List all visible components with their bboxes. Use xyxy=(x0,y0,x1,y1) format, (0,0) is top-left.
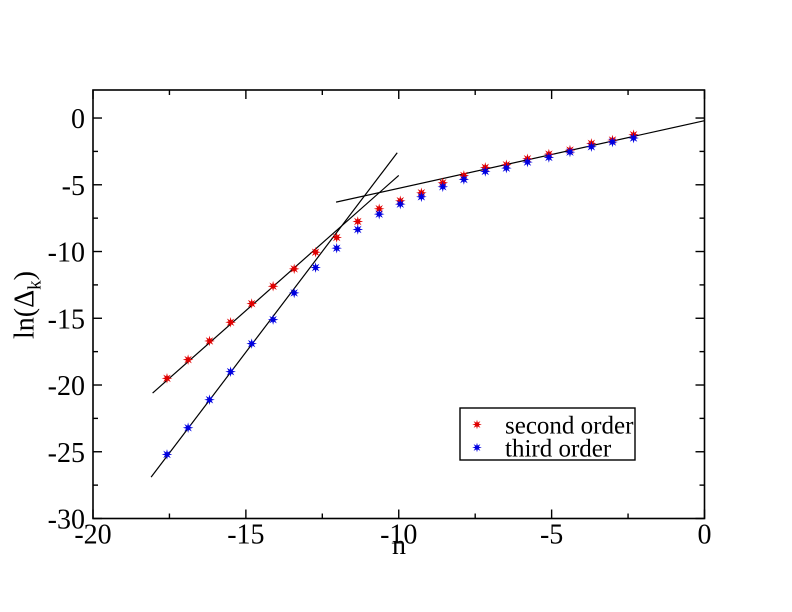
data-point-third-order xyxy=(586,141,597,153)
data-point-third-order xyxy=(246,338,257,349)
data-point-third-order xyxy=(182,422,194,434)
y-tick-label: -25 xyxy=(48,438,85,469)
y-axis-title: ln(Δk) xyxy=(9,271,46,339)
data-point-third-order xyxy=(479,166,491,177)
y-tick-label: -5 xyxy=(62,171,85,202)
data-point-third-order xyxy=(564,146,576,158)
data-point-third-order xyxy=(628,132,639,144)
data-point-second-order xyxy=(352,216,364,227)
y-axis-title-text: ln(Δ xyxy=(9,289,41,339)
data-point-third-order xyxy=(161,449,173,460)
data-point-third-order xyxy=(522,156,533,168)
data-point-second-order xyxy=(246,298,257,309)
data-point-third-order xyxy=(225,366,236,377)
y-tick-label: -15 xyxy=(48,304,85,335)
data-point-third-order xyxy=(543,152,555,163)
data-point-second-order xyxy=(267,280,279,292)
data-point-third-order xyxy=(394,198,406,210)
third-order-fit xyxy=(150,152,398,478)
legend-marker-second-order xyxy=(472,419,482,430)
data-point-second-order xyxy=(204,335,215,347)
data-point-third-order xyxy=(501,162,512,174)
data-point-third-order xyxy=(607,136,618,148)
data-point-second-order xyxy=(288,263,300,275)
data-point-third-order xyxy=(352,224,364,235)
y-axis-title-close: ) xyxy=(9,271,41,281)
data-point-third-order xyxy=(458,174,470,185)
data-point-third-order xyxy=(267,314,279,325)
legend-box xyxy=(459,407,636,461)
data-point-third-order xyxy=(416,191,427,203)
data-point-second-order xyxy=(225,316,236,328)
asymptotic-fit xyxy=(335,120,705,203)
x-axis-title: n xyxy=(392,530,406,561)
data-point-third-order xyxy=(310,262,321,273)
data-point-second-order xyxy=(161,373,173,384)
data-point-second-order xyxy=(331,232,342,243)
legend-marker-third-order xyxy=(472,442,482,453)
y-tick-label: -10 xyxy=(48,238,85,269)
x-tick-label: -15 xyxy=(227,520,264,551)
data-point-third-order xyxy=(288,287,300,299)
data-point-second-order xyxy=(182,354,194,365)
y-axis-title-subscript: k xyxy=(24,280,46,290)
data-point-third-order xyxy=(204,394,215,405)
x-tick-label: -20 xyxy=(74,520,111,551)
y-tick-label: -20 xyxy=(48,371,85,402)
data-point-second-order xyxy=(310,246,321,258)
legend-label-third-order: third order xyxy=(505,436,612,463)
x-tick-label: -5 xyxy=(540,520,563,551)
y-tick-label: -30 xyxy=(48,505,85,536)
data-point-third-order xyxy=(373,208,385,220)
data-point-third-order xyxy=(331,242,342,254)
x-tick-label: -10 xyxy=(380,520,417,551)
x-tick-label: 0 xyxy=(698,520,712,551)
y-tick-label: 0 xyxy=(71,104,85,135)
data-point-third-order xyxy=(437,181,449,193)
legend-label-second-order: second order xyxy=(505,413,634,440)
